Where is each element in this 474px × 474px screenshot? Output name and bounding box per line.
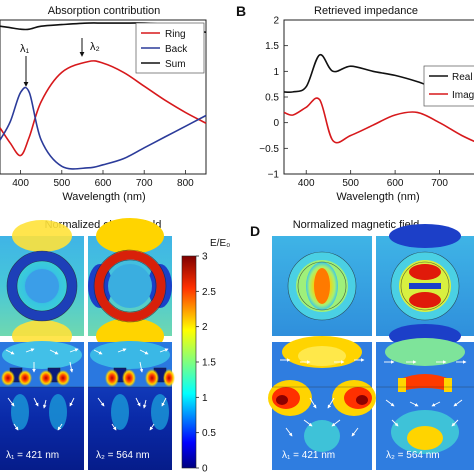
colorbar-label: E/E₀ — [210, 238, 230, 249]
x-tick-label: 600 — [95, 178, 112, 189]
x-tick-label: 600 — [387, 178, 404, 189]
chart-title: Absorption contribution — [48, 5, 161, 17]
legend: Ring Back Sum — [135, 22, 205, 74]
x-tick-label: 700 — [431, 178, 448, 189]
x-tick-label: 500 — [53, 178, 70, 189]
y-tick-label: −0.5 — [259, 144, 279, 155]
x-tick-label: 500 — [342, 178, 359, 189]
colorbar-tick-label: 0.5 — [202, 428, 216, 439]
panel-letter-d: D — [250, 223, 260, 239]
h-field-map-lambda2-top — [376, 224, 474, 348]
panel-c-electric-field: Normalized electric field — [0, 218, 230, 474]
lambda2-annotation: λ₂ — [90, 41, 100, 53]
panel-b-impedance-chart: B Retrieved impedance 2 1.5 1 0.5 0 −0.5 −1 40… — [236, 3, 474, 203]
h-field-map-lambda1-top — [272, 236, 372, 336]
caption-lambda2: λ₂ = 564 nm — [386, 450, 440, 461]
legend-label-imag: Imag — [452, 90, 474, 101]
colorbar: E/E₀ 3 2.5 2 1.5 1 0.5 0 — [181, 238, 230, 474]
legend: Real Imag — [423, 65, 474, 107]
panel-letter-b: B — [236, 3, 246, 19]
y-tick-label: 0.5 — [265, 93, 279, 104]
e-field-map-lambda1-side: λ₁ = 421 nm — [0, 341, 84, 470]
caption-lambda1: λ₁ = 421 nm — [282, 450, 335, 461]
x-tick-labels: 400 500 600 700 800 — [12, 170, 194, 189]
colorbar-tick-label: 2.5 — [202, 287, 216, 298]
panel-d-magnetic-field: D Normalized magnetic field — [250, 219, 474, 470]
y-tick-label: 2 — [273, 16, 279, 27]
panel-title: Normalized magnetic field — [293, 219, 420, 231]
caption-lambda1: λ₁ = 421 nm — [6, 450, 59, 461]
e-field-map-lambda2-top — [88, 218, 172, 354]
e-field-map-lambda2-side: λ₂ = 564 nm — [88, 341, 175, 470]
e-field-map-lambda1-top — [0, 220, 84, 352]
y-tick-label: 0 — [273, 118, 279, 129]
x-tick-label: 400 — [298, 178, 315, 189]
colorbar-ticks: 3 2.5 2 1.5 1 0.5 0 — [196, 252, 216, 474]
lambda1-annotation: λ₁ — [20, 43, 30, 55]
h-field-map-lambda2-side: λ₂ = 564 nm — [376, 338, 474, 470]
y-tick-label: 1.5 — [265, 41, 279, 52]
legend-label-sum: Sum — [165, 59, 186, 70]
series-line-ring — [0, 60, 207, 157]
colorbar-gradient — [181, 255, 197, 469]
x-axis-label: Wavelength (nm) — [336, 191, 419, 203]
x-axis-label: Wavelength (nm) — [62, 191, 145, 203]
colorbar-tick-label: 3 — [202, 252, 208, 263]
legend-label-back: Back — [165, 44, 188, 55]
caption-lambda2: λ₂ = 564 nm — [96, 450, 150, 461]
y-tick-label: −1 — [268, 170, 280, 181]
x-tick-label: 800 — [177, 178, 194, 189]
h-field-map-lambda1-side: λ₁ = 421 nm — [268, 336, 376, 470]
x-tick-label: 700 — [136, 178, 153, 189]
panel-a-absorption-chart: Absorption contribution 400 500 600 700 800 … — [0, 5, 207, 203]
x-tick-label: 400 — [12, 178, 29, 189]
chart-title: Retrieved impedance — [314, 5, 418, 17]
legend-label-ring: Ring — [165, 29, 186, 40]
series-line-back — [0, 86, 207, 170]
colorbar-tick-label: 2 — [202, 322, 208, 333]
legend-label-real: Real — [452, 72, 473, 83]
colorbar-tick-label: 0 — [202, 464, 208, 474]
y-tick-label: 1 — [273, 67, 279, 78]
colorbar-tick-label: 1 — [202, 393, 208, 404]
series-line-imag — [283, 97, 474, 144]
y-tick-labels: 2 1.5 1 0.5 0 −0.5 −1 — [259, 16, 288, 181]
colorbar-tick-label: 1.5 — [202, 358, 216, 369]
